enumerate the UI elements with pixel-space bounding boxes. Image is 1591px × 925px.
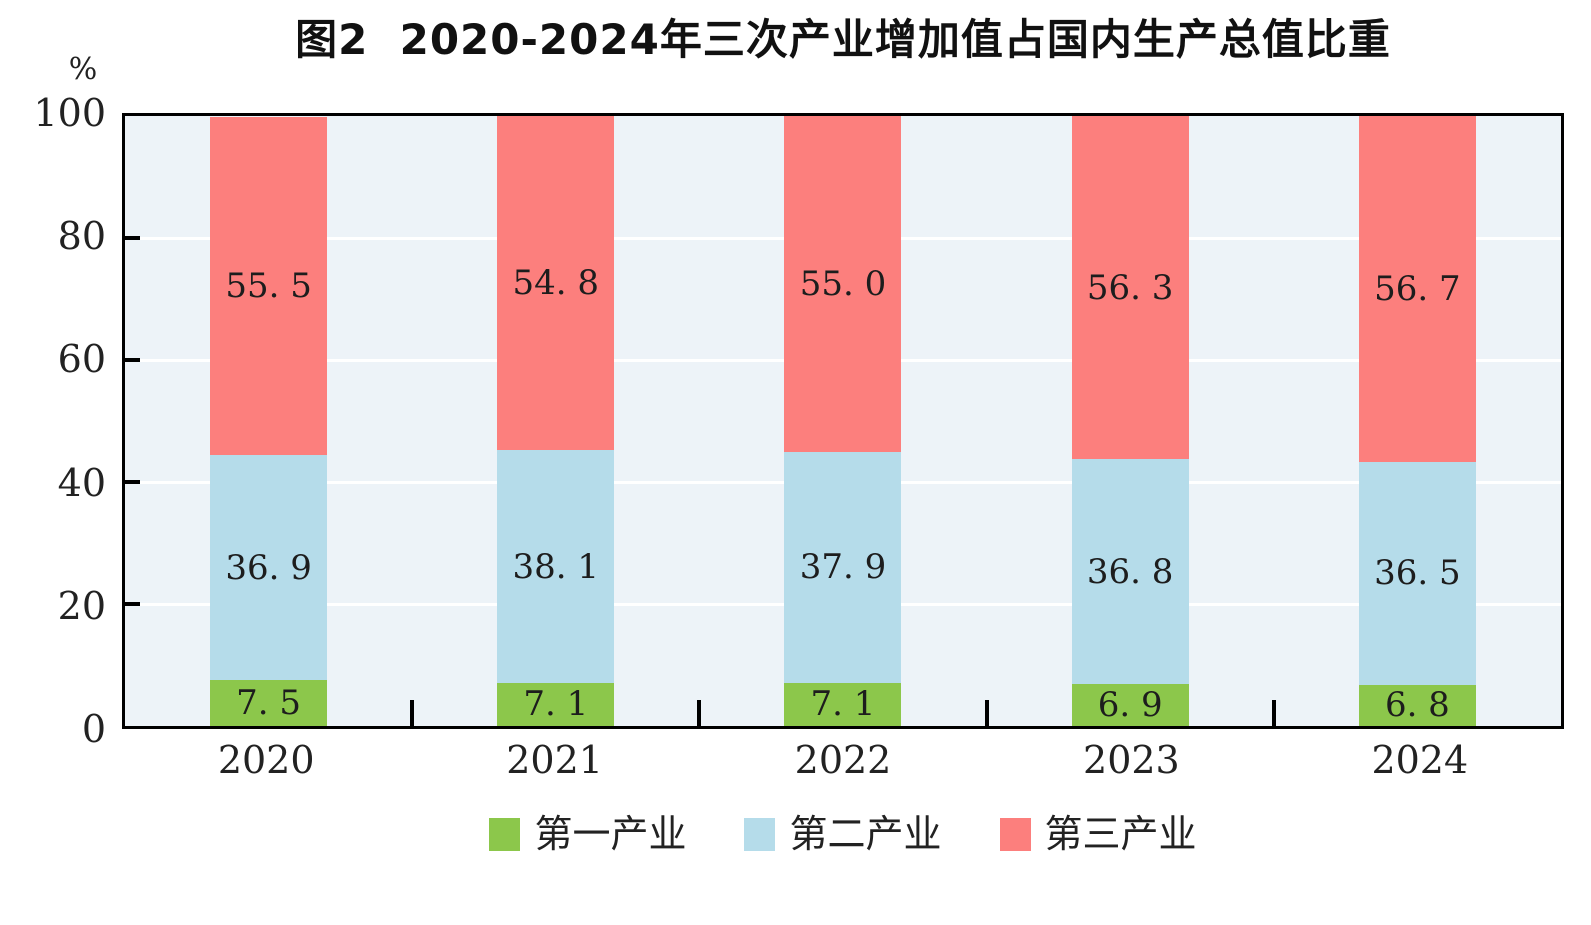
segment-label: 7. 5 <box>236 683 302 724</box>
bar-segment: 7. 1 <box>497 682 615 726</box>
x-axis-tick-labels: 2020 2021 2022 2023 2024 <box>122 738 1564 788</box>
segment-label: 6. 8 <box>1384 685 1450 726</box>
x-tick-label: 2021 <box>506 738 603 782</box>
y-tick-label: 0 <box>81 707 106 751</box>
segment-label: 37. 9 <box>799 547 887 588</box>
y-axis-tick-mark <box>125 480 140 484</box>
stacked-bar-2022: 55. 0 37. 9 7. 1 <box>784 116 902 726</box>
stacked-bar-2021: 54. 8 38. 1 7. 1 <box>497 116 615 726</box>
bar-segment: 6. 9 <box>1071 683 1189 726</box>
x-tick-label: 2024 <box>1371 738 1469 782</box>
stacked-bar-2023: 56. 3 36. 8 6. 9 <box>1071 116 1189 726</box>
bar-segment: 37. 9 <box>784 451 902 683</box>
segment-label: 7. 1 <box>810 684 876 725</box>
bar-segment: 7. 1 <box>784 682 902 726</box>
bar-segment: 38. 1 <box>497 450 615 683</box>
legend-item: 第三产业 <box>999 812 1197 856</box>
bar-segment: 56. 7 <box>1358 116 1476 462</box>
bar-slot-2022: 55. 0 37. 9 7. 1 <box>699 116 986 726</box>
y-tick-label: 20 <box>57 583 106 628</box>
y-axis-unit-label: % <box>68 52 98 87</box>
y-axis-tick-mark <box>125 602 140 606</box>
legend-label: 第一产业 <box>534 812 687 856</box>
y-tick-label: 100 <box>33 91 106 135</box>
legend-item: 第一产业 <box>489 815 686 853</box>
y-axis-tick-mark <box>125 358 140 362</box>
segment-label: 55. 0 <box>799 263 887 304</box>
x-tick-label: 2023 <box>1083 738 1180 782</box>
x-axis-tick-mark <box>697 700 702 726</box>
x-tick-label: 2022 <box>794 738 892 782</box>
legend: 第一产业 第二产业 第三产业 <box>122 802 1564 866</box>
bar-segment: 36. 9 <box>210 455 328 681</box>
y-tick-label: 80 <box>57 214 106 259</box>
segment-label: 6. 9 <box>1097 684 1163 725</box>
bar-slot-2020: 55. 5 36. 9 7. 5 <box>125 116 412 726</box>
bar-segment: 36. 5 <box>1358 461 1476 685</box>
bar-segment: 36. 8 <box>1071 459 1189 684</box>
legend-swatch <box>744 817 776 851</box>
bar-slot-2023: 56. 3 36. 8 6. 9 <box>987 116 1274 726</box>
x-axis-tick-mark <box>1271 700 1276 726</box>
bar-segment: 7. 5 <box>210 680 328 726</box>
segment-label: 7. 1 <box>523 684 589 725</box>
segment-label: 36. 9 <box>225 547 312 588</box>
y-tick-label: 40 <box>57 460 106 505</box>
stacked-bar-2024: 56. 7 36. 5 6. 8 <box>1358 116 1476 726</box>
bar-segment: 6. 8 <box>1358 684 1476 726</box>
plot-area: 55. 5 36. 9 7. 5 54. 8 38. 1 7. 1 55. 0 37. 9 7.… <box>122 113 1564 729</box>
stacked-bar-2020: 55. 5 36. 9 7. 5 <box>210 116 328 726</box>
segment-label: 36. 8 <box>1086 551 1174 592</box>
plot-inner: 55. 5 36. 9 7. 5 54. 8 38. 1 7. 1 55. 0 37. 9 7.… <box>125 116 1561 726</box>
segment-label: 56. 3 <box>1086 267 1174 308</box>
x-axis-tick-mark <box>984 700 989 726</box>
x-axis-tick-mark <box>410 700 415 726</box>
segment-label: 54. 8 <box>512 263 600 304</box>
segment-label: 38. 1 <box>512 546 600 587</box>
bar-slot-2021: 54. 8 38. 1 7. 1 <box>412 116 699 726</box>
y-axis-tick-labels: 0 20 40 60 80 100 <box>0 94 106 748</box>
y-axis-tick-mark <box>125 236 140 240</box>
bar-segment: 55. 5 <box>210 116 328 456</box>
x-tick-label: 2020 <box>217 738 315 782</box>
bar-segment: 54. 8 <box>497 116 615 451</box>
bar-slot-2024: 56. 7 36. 5 6. 8 <box>1274 116 1561 726</box>
segment-label: 55. 5 <box>225 265 312 306</box>
legend-swatch <box>489 817 521 851</box>
legend-label: 第二产业 <box>789 812 942 856</box>
legend-item: 第二产业 <box>744 812 942 856</box>
segment-label: 36. 5 <box>1374 553 1461 594</box>
chart-title: 图2 2020-2024年三次产业增加值占国内生产总值比重 <box>295 15 1391 64</box>
y-tick-label: 60 <box>57 337 106 382</box>
legend-label: 第三产业 <box>1044 812 1197 856</box>
bar-segment: 55. 0 <box>784 116 902 452</box>
bar-segment: 56. 3 <box>1071 116 1189 460</box>
segment-label: 56. 7 <box>1374 268 1461 309</box>
legend-swatch <box>999 817 1031 851</box>
